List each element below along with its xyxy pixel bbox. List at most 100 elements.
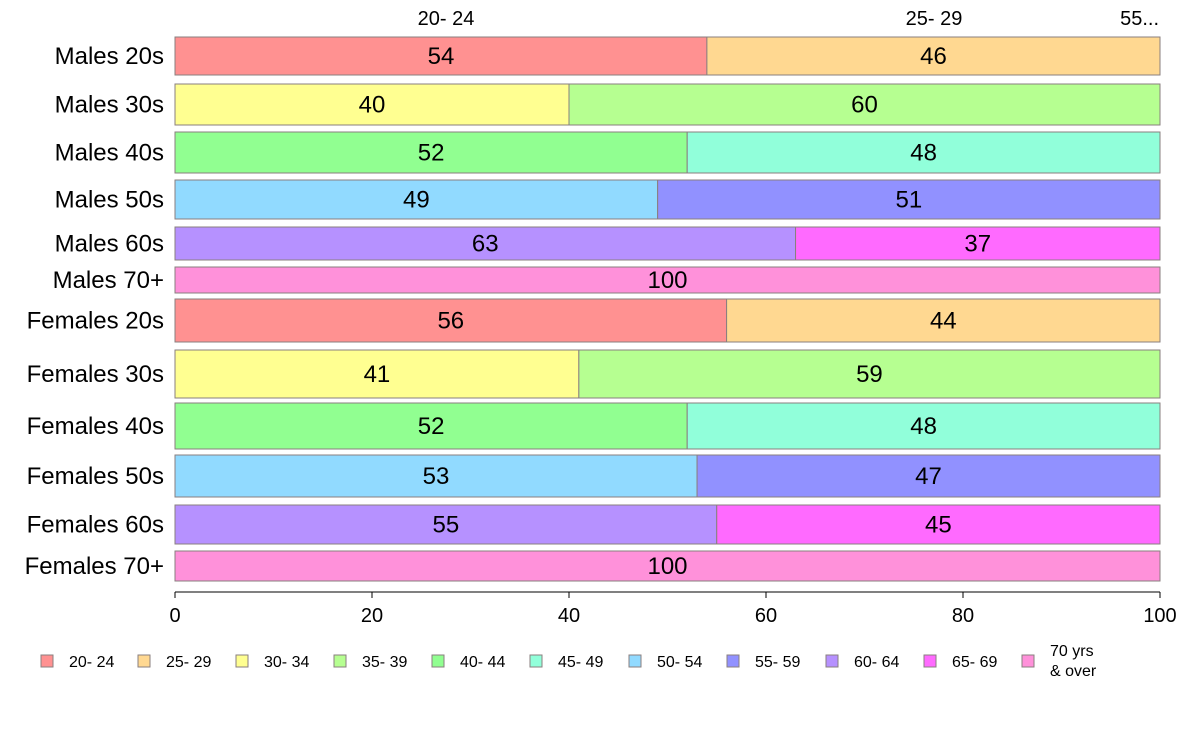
top-label: 20- 24 — [418, 8, 475, 30]
legend-label: 35- 39 — [362, 654, 407, 671]
bar-segment — [174, 454, 698, 498]
legend-swatch — [333, 654, 347, 668]
legend-entry: 60- 64 — [825, 654, 899, 671]
data-label: 100 — [647, 553, 687, 580]
x-tick-label: 80 — [952, 605, 974, 627]
bar-row: Females 50s 53 47 — [27, 454, 1161, 498]
legend-label: 60- 64 — [854, 654, 899, 671]
legend-entry: 55- 59 — [726, 654, 800, 671]
bar-segment — [696, 454, 1161, 498]
legend-label: 55- 59 — [755, 654, 800, 671]
data-label: 60 — [851, 92, 878, 119]
row-label: Females 20s — [27, 308, 164, 335]
bar-segment — [686, 402, 1161, 450]
legend-entry: 40- 44 — [431, 654, 505, 671]
bar-segment — [726, 298, 1161, 343]
row-label: Females 40s — [27, 413, 164, 440]
bar-segment — [174, 226, 797, 261]
legend-swatch — [235, 654, 249, 668]
bar-segment — [174, 179, 659, 220]
legend-entry: 70 yrs & over — [1021, 643, 1097, 680]
row-label: Males 50s — [55, 187, 164, 214]
legend-entry: 30- 34 — [235, 654, 309, 671]
bar-row: Females 30s 41 59 — [27, 349, 1161, 399]
legend-label: 70 yrs & over — [1050, 643, 1097, 680]
row-label: Males 40s — [55, 140, 164, 167]
row-label: Females 50s — [27, 463, 164, 490]
bar-segment — [174, 504, 718, 545]
row-label: Males 20s — [55, 43, 164, 70]
legend-entry: 35- 39 — [333, 654, 407, 671]
bar-segment — [174, 83, 570, 126]
top-label: 25- 29 — [906, 8, 963, 30]
legend-swatch — [431, 654, 445, 668]
bar-row: Males 30s 40 60 — [55, 83, 1161, 126]
data-label: 44 — [930, 308, 957, 335]
bar-segment — [716, 504, 1161, 545]
legend-swatch — [529, 654, 543, 668]
data-label: 100 — [647, 267, 687, 294]
data-label: 59 — [856, 361, 883, 388]
legend-swatch — [137, 654, 151, 668]
data-label: 49 — [403, 187, 430, 214]
data-label: 45 — [925, 512, 952, 539]
bar-segment — [174, 36, 708, 76]
bar-row: Males 40s 52 48 — [55, 131, 1161, 174]
legend-swatch — [923, 654, 937, 668]
legend-swatch — [628, 654, 642, 668]
bar-row: Males 60s 63 37 — [55, 226, 1161, 261]
bar-segment — [568, 83, 1161, 126]
legend-swatch — [726, 654, 740, 668]
x-tick-label: 100 — [1143, 605, 1176, 627]
data-label: 47 — [915, 463, 942, 490]
data-label: 41 — [364, 361, 391, 388]
row-label: Males 60s — [55, 231, 164, 258]
legend-entry: 50- 54 — [628, 654, 702, 671]
row-label: Females 30s — [27, 361, 164, 388]
row-label: Males 30s — [55, 92, 164, 119]
bar-segment — [174, 131, 688, 174]
bar-row: Females 70+ 100 — [25, 550, 1161, 582]
data-label: 54 — [428, 43, 455, 70]
bar-segment — [795, 226, 1161, 261]
row-label: Males 70+ — [53, 267, 164, 294]
data-label: 56 — [437, 308, 464, 335]
bar-row: Males 70+ 100 — [53, 266, 1161, 294]
data-label: 48 — [910, 413, 937, 440]
bar-segment — [706, 36, 1161, 76]
data-label: 53 — [423, 463, 450, 490]
bar-segment — [174, 402, 688, 450]
data-label: 52 — [418, 413, 445, 440]
bar-segment — [657, 179, 1161, 220]
bar-segment — [174, 550, 1161, 582]
legend-label: 50- 54 — [657, 654, 702, 671]
legend-label: 65- 69 — [952, 654, 997, 671]
x-tick-label: 40 — [558, 605, 580, 627]
bar-row: Males 20s 54 46 — [55, 36, 1161, 76]
legend-entry: 20- 24 — [40, 654, 114, 671]
x-tick-label: 20 — [361, 605, 383, 627]
x-tick-label: 0 — [169, 605, 180, 627]
legend-label: 45- 49 — [558, 654, 603, 671]
legend: 20- 24 25- 29 30- 34 35- 39 40- 44 45- 49 50- … — [40, 643, 1097, 680]
bar-row: Females 20s 56 44 — [27, 298, 1161, 343]
legend-label: 40- 44 — [460, 654, 505, 671]
bar-row: Females 40s 52 48 — [27, 402, 1161, 450]
legend-swatch — [825, 654, 839, 668]
row-label: Females 60s — [27, 512, 164, 539]
bar-row: Females 60s 55 45 — [27, 504, 1161, 545]
x-tick-label: 60 — [755, 605, 777, 627]
bar-segment — [174, 349, 580, 399]
data-label: 37 — [964, 231, 991, 258]
bar-segment — [174, 266, 1161, 294]
data-label: 40 — [359, 92, 386, 119]
x-axis: 0 20 40 60 80 100 — [169, 591, 1177, 627]
legend-label: 30- 34 — [264, 654, 309, 671]
row-label: Females 70+ — [25, 553, 164, 580]
top-label: 55... — [1120, 8, 1159, 30]
bar-row: Males 50s 49 51 — [55, 179, 1161, 220]
bar-segment — [578, 349, 1161, 399]
data-label: 55 — [433, 512, 460, 539]
